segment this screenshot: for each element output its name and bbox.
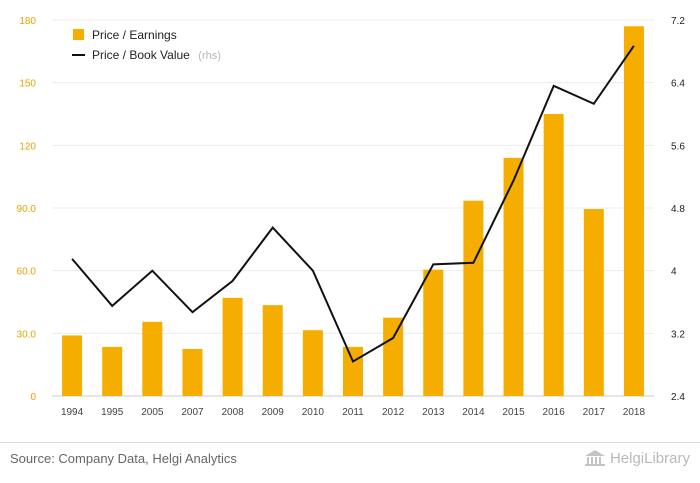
x-tick-label: 2016 [543, 407, 566, 418]
x-tick-label: 2018 [623, 407, 646, 418]
right-tick-label: 6.4 [671, 79, 685, 90]
logo-text: HelgiLibrary [609, 449, 690, 467]
left-tick-label: 120 [19, 141, 36, 152]
gridlines [52, 19, 654, 397]
legend-label-price-book: Price / Book Value [92, 48, 190, 62]
legend-label-price-book-row: Price / Book Value (rhs) [92, 46, 221, 63]
bar-series [62, 26, 644, 397]
left-tick-label: 60.0 [17, 267, 37, 278]
right-tick-label: 3.2 [671, 329, 685, 340]
bar-2005 [142, 321, 163, 396]
right-axis-ticks: 2.4 3.2 4 4.8 5.6 6.4 7.2 [671, 16, 685, 403]
x-axis-ticks: 1994 1995 2005 2007 2008 2009 2010 2011 2012 2013… [61, 407, 646, 418]
bar-1995 [102, 346, 123, 396]
left-tick-label: 30.0 [17, 329, 37, 340]
x-tick-label: 2005 [141, 407, 164, 418]
right-tick-label: 4 [671, 267, 677, 278]
bar-2011 [343, 346, 363, 396]
legend-label-price-earnings: Price / Earnings [92, 28, 177, 42]
footer-divider [0, 442, 700, 443]
left-tick-label: 150 [19, 79, 36, 90]
bar-2008 [222, 297, 243, 396]
right-tick-label: 7.2 [671, 16, 685, 27]
bar-2012 [383, 317, 404, 396]
bar-2014 [463, 200, 484, 396]
bar-2010 [302, 330, 323, 396]
bar-2007 [182, 349, 203, 396]
x-tick-label: 2013 [422, 407, 445, 418]
legend: Price / Earnings Price / Book Value (rhs… [72, 28, 221, 63]
bar-2018 [623, 26, 644, 397]
left-tick-label: 180 [19, 16, 36, 27]
left-axis-ticks: 0 30.0 60.0 90.0 120 150 180 [17, 16, 37, 403]
left-tick-label: 90.0 [17, 204, 37, 215]
chart: 0 30.0 60.0 90.0 120 150 180 2.4 3.2 4 4.8 5.6 6.4 7… [17, 16, 686, 418]
source-note: Source: Company Data, Helgi Analytics [10, 451, 237, 466]
right-tick-label: 2.4 [671, 392, 685, 403]
helgi-library-logo[interactable]: HelgiLibrary [584, 449, 690, 467]
x-tick-label: 2012 [382, 407, 405, 418]
bar-2013 [423, 269, 444, 396]
x-tick-label: 2008 [221, 407, 244, 418]
right-tick-label: 4.8 [671, 204, 685, 215]
library-building-icon [584, 450, 605, 466]
bar-2009 [262, 305, 283, 396]
right-tick-label: 5.6 [671, 141, 685, 152]
x-tick-label: 2010 [302, 407, 325, 418]
x-tick-label: 2015 [502, 407, 525, 418]
bar-1994 [62, 335, 83, 396]
x-tick-label: 1994 [61, 407, 84, 418]
bar-2016 [543, 114, 564, 396]
x-tick-label: 2007 [181, 407, 204, 418]
x-tick-label: 2017 [583, 407, 606, 418]
left-tick-label: 0 [30, 392, 36, 403]
x-tick-label: 2014 [462, 407, 485, 418]
x-tick-label: 1995 [101, 407, 124, 418]
legend-label-rhs: (rhs) [198, 50, 221, 62]
line-series [71, 45, 635, 363]
legend-swatch-price-earnings [73, 29, 84, 40]
x-tick-label: 2009 [262, 407, 285, 418]
bar-2017 [583, 209, 604, 396]
x-tick-label: 2011 [342, 407, 364, 418]
price-book-line [71, 45, 635, 363]
bar-2015 [503, 157, 524, 396]
